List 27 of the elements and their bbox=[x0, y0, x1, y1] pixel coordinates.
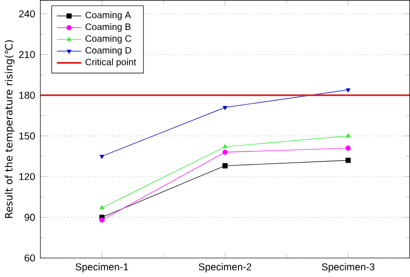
y-tick-label: 120 bbox=[19, 173, 35, 180]
point bbox=[346, 133, 350, 138]
point bbox=[100, 154, 104, 159]
legend-label: Coaming A bbox=[86, 11, 132, 20]
y-tick-label: 210 bbox=[19, 50, 35, 58]
point bbox=[100, 205, 104, 210]
y-tick-label: 60 bbox=[24, 254, 35, 262]
x-tick-label: Specimen-3 bbox=[322, 262, 374, 272]
point bbox=[222, 163, 228, 168]
legend-label: Critical point bbox=[86, 58, 136, 68]
point bbox=[222, 106, 228, 110]
x-tick-label: Specimen-2 bbox=[198, 262, 252, 272]
point bbox=[222, 150, 228, 155]
y-tick-label: 150 bbox=[19, 132, 35, 140]
point bbox=[99, 217, 104, 223]
point bbox=[346, 88, 350, 92]
point bbox=[346, 158, 351, 163]
y-tick-label: 240 bbox=[19, 10, 35, 18]
y-tick-label: 180 bbox=[19, 92, 35, 99]
x-tick-label: Specimen-1 bbox=[76, 262, 128, 272]
legend-label: Coaming B bbox=[86, 23, 131, 32]
y-axis-title: Result of the temperature rising(℃) bbox=[4, 40, 14, 218]
legend-label: Coaming C bbox=[86, 34, 132, 44]
point bbox=[346, 145, 351, 151]
point bbox=[222, 144, 228, 148]
legend-label: Coaming D bbox=[86, 46, 132, 56]
y-tick-label: 90 bbox=[24, 214, 35, 221]
